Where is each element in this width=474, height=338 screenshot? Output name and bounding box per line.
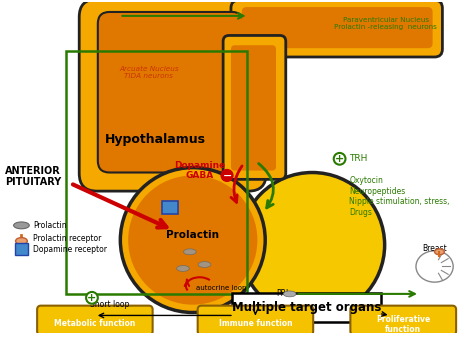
Ellipse shape xyxy=(183,249,196,255)
Ellipse shape xyxy=(240,172,384,317)
Text: ANTERIOR
PITUITARY: ANTERIOR PITUITARY xyxy=(5,166,61,187)
FancyBboxPatch shape xyxy=(37,306,153,335)
Text: Arcuate Nucleus
TIDA neurons: Arcuate Nucleus TIDA neurons xyxy=(119,66,179,79)
Text: Metabolic function: Metabolic function xyxy=(54,319,136,328)
Text: Short loop: Short loop xyxy=(90,300,129,309)
FancyBboxPatch shape xyxy=(231,45,276,171)
Circle shape xyxy=(221,170,233,181)
Ellipse shape xyxy=(128,175,257,305)
FancyBboxPatch shape xyxy=(163,201,178,214)
Ellipse shape xyxy=(14,222,29,229)
Ellipse shape xyxy=(177,266,189,271)
Ellipse shape xyxy=(283,291,296,297)
Circle shape xyxy=(334,153,346,165)
Text: Breast: Breast xyxy=(422,244,447,254)
Ellipse shape xyxy=(435,249,444,255)
FancyBboxPatch shape xyxy=(231,0,442,57)
Text: Prolactin receptor: Prolactin receptor xyxy=(33,234,101,243)
FancyBboxPatch shape xyxy=(350,306,456,335)
Text: +: + xyxy=(87,293,97,303)
Text: Paraventricular Nucleus
Prolactin -releasing  neurons: Paraventricular Nucleus Prolactin -relea… xyxy=(334,17,437,30)
FancyBboxPatch shape xyxy=(223,35,286,179)
Text: PRL: PRL xyxy=(276,289,290,298)
FancyBboxPatch shape xyxy=(15,243,28,255)
Text: Hypothalamus: Hypothalamus xyxy=(105,133,206,146)
Text: autocrine loop: autocrine loop xyxy=(196,285,246,291)
FancyBboxPatch shape xyxy=(232,293,381,322)
Ellipse shape xyxy=(198,262,211,267)
FancyBboxPatch shape xyxy=(242,7,433,48)
Ellipse shape xyxy=(120,168,265,313)
Text: Prolactin: Prolactin xyxy=(33,221,67,230)
Text: Oxytocin
Neuropeptides
Nipple stimulation, stress,
Drugs: Oxytocin Neuropeptides Nipple stimulatio… xyxy=(349,176,450,217)
Text: Dopamine receptor: Dopamine receptor xyxy=(33,245,107,255)
Text: Prolactin: Prolactin xyxy=(166,230,219,240)
Text: Dopamine
GABA: Dopamine GABA xyxy=(174,161,225,180)
Bar xyxy=(65,51,246,294)
Text: Immune function: Immune function xyxy=(219,319,292,328)
FancyBboxPatch shape xyxy=(98,12,244,172)
Text: −: − xyxy=(222,170,232,180)
Text: Multiple target organs: Multiple target organs xyxy=(232,301,381,314)
Ellipse shape xyxy=(16,238,27,244)
Ellipse shape xyxy=(416,251,453,282)
FancyBboxPatch shape xyxy=(198,306,313,335)
Text: +: + xyxy=(335,154,344,164)
Text: TRH: TRH xyxy=(349,154,368,163)
Circle shape xyxy=(86,292,98,304)
FancyBboxPatch shape xyxy=(79,0,266,191)
Text: Proliferative
function: Proliferative function xyxy=(376,315,430,334)
